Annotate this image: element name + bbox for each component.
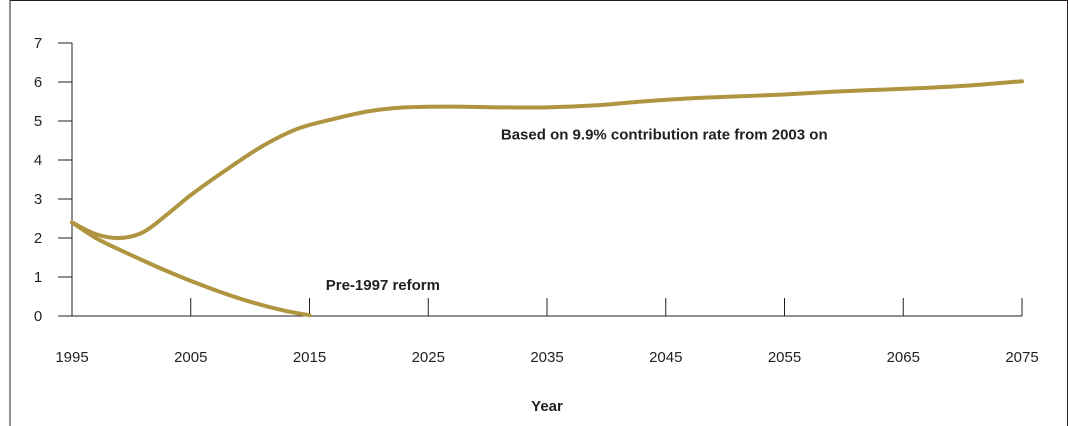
y-tick-label: 7 [34, 35, 42, 52]
x-tick-label: 1995 [55, 349, 88, 366]
y-tick-label: 5 [34, 113, 42, 130]
y-tick-label: 3 [34, 191, 42, 208]
x-tick-label: 2055 [768, 349, 801, 366]
x-tick-label: 2035 [530, 349, 563, 366]
series-group [70, 79, 1024, 318]
x-axis-title: Year [531, 398, 563, 415]
y-tick-label: 4 [34, 152, 42, 169]
x-tick-label: 2025 [412, 349, 445, 366]
x-tick-label: 2015 [293, 349, 326, 366]
series-line-9-9-percent [70, 79, 1024, 241]
series-line-pre-1997-reform [70, 220, 312, 318]
y-tick-label: 0 [34, 308, 42, 325]
axes-group: 0 1 2 3 4 5 6 7 1995 2005 2015 2025 2035 2045 2055 2065… [34, 35, 1039, 366]
x-tick-label: 2075 [1005, 349, 1038, 366]
x-tick-label: 2045 [649, 349, 682, 366]
y-tick-label: 1 [34, 269, 42, 286]
annotation-label-main: Based on 9.9% contribution rate from 200… [501, 127, 828, 144]
x-tick-label: 2005 [174, 349, 207, 366]
y-tick-label: 2 [34, 230, 42, 247]
annotation-label-pre-reform: Pre-1997 reform [326, 277, 440, 294]
x-tick-label: 2065 [887, 349, 920, 366]
y-tick-label: 6 [34, 74, 42, 91]
